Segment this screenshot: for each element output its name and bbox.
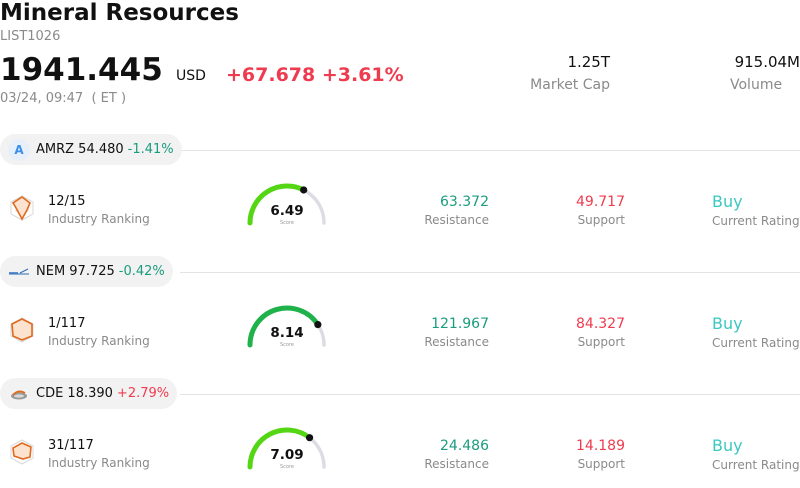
score-gauge-marker <box>305 434 314 442</box>
section-divider <box>180 272 800 273</box>
support-label: Support <box>577 335 625 349</box>
index-price: 1941.445 <box>0 52 163 88</box>
score-gauge-fill <box>247 305 321 348</box>
support-value: 49.717 <box>576 194 625 210</box>
score-label: Score <box>280 464 294 470</box>
stock-ticker-price: NEM 97.725 <box>36 264 115 279</box>
stock-change: -1.41% <box>127 142 174 157</box>
score-gauge-fill <box>247 183 307 226</box>
stock-detail-row[interactable]: 12/15 Industry Ranking 6.49 Score 63.372… <box>0 183 800 248</box>
nem-wordmark-logo <box>8 261 30 283</box>
resistance-value: 121.967 <box>431 316 489 332</box>
volume-label: Volume <box>730 77 783 93</box>
industry-radar-icon <box>10 195 34 221</box>
stock-ticker-price: AMRZ 54.480 <box>36 142 124 157</box>
score-gauge-marker <box>314 320 322 329</box>
stock-detail-row[interactable]: 1/117 Industry Ranking 8.14 Score 121.96… <box>0 305 800 370</box>
score-gauge: 8.14 Score <box>247 305 326 348</box>
support-label: Support <box>577 213 625 227</box>
market-cap-label: Market Cap <box>530 77 610 93</box>
industry-radar-icon <box>10 317 34 343</box>
industry-rank: 1/117 <box>48 316 86 331</box>
volume-value: 915.04M <box>734 53 800 71</box>
amrz-letter-logo: A <box>8 138 30 161</box>
score-gauge-marker <box>300 186 308 194</box>
current-rating-label: Current Rating <box>712 336 800 350</box>
cde-logo <box>8 383 30 405</box>
stock-change: +2.79% <box>116 386 170 401</box>
price-change: +67.678 +3.61% <box>226 64 404 86</box>
score-gauge-fill <box>247 427 313 470</box>
current-rating-label: Current Rating <box>712 214 800 228</box>
industry-radar-icon <box>10 439 34 465</box>
current-rating: Buy <box>712 314 743 333</box>
industry-rank: 12/15 <box>48 194 86 209</box>
industry-rank-label: Industry Ranking <box>48 212 150 226</box>
support-value: 14.189 <box>576 438 625 454</box>
industry-rank-label: Industry Ranking <box>48 456 150 470</box>
stock-chip-nem[interactable]: NEM 97.725 -0.42% <box>0 256 173 287</box>
industry-rank: 31/117 <box>48 438 94 453</box>
stock-ticker-price: CDE 18.390 <box>36 386 113 401</box>
list-code: LIST1026 <box>0 29 61 44</box>
section-divider <box>180 150 800 151</box>
section-divider <box>180 394 800 395</box>
support-label: Support <box>577 457 625 471</box>
score-gauge: 6.49 Score <box>247 183 326 226</box>
score-value: 7.09 <box>270 447 303 463</box>
resistance-value: 63.372 <box>440 194 489 210</box>
resistance-value: 24.486 <box>440 438 489 454</box>
current-rating: Buy <box>712 192 743 211</box>
stock-chip-cde[interactable]: CDE 18.390 +2.79% <box>0 378 178 409</box>
score-label: Score <box>280 220 294 226</box>
score-label: Score <box>280 342 294 348</box>
stock-change: -0.42% <box>118 264 165 279</box>
current-rating: Buy <box>712 436 743 455</box>
score-value: 6.49 <box>270 203 303 219</box>
page-title: Mineral Resources <box>0 0 239 26</box>
support-value: 84.327 <box>576 316 625 332</box>
resistance-label: Resistance <box>424 335 489 349</box>
resistance-label: Resistance <box>424 457 489 471</box>
stock-chip-amrz[interactable]: A AMRZ 54.480 -1.41% <box>0 134 182 165</box>
market-cap-value: 1.25T <box>567 53 610 71</box>
current-rating-label: Current Rating <box>712 458 800 472</box>
resistance-label: Resistance <box>424 213 489 227</box>
score-value: 8.14 <box>270 325 303 341</box>
score-gauge: 7.09 Score <box>247 427 326 470</box>
industry-rank-label: Industry Ranking <box>48 334 150 348</box>
quote-timestamp: 03/24, 09:47 ( ET ) <box>0 91 127 106</box>
stock-detail-row[interactable]: 31/117 Industry Ranking 7.09 Score 24.48… <box>0 427 800 488</box>
currency-label: USD <box>176 68 206 84</box>
